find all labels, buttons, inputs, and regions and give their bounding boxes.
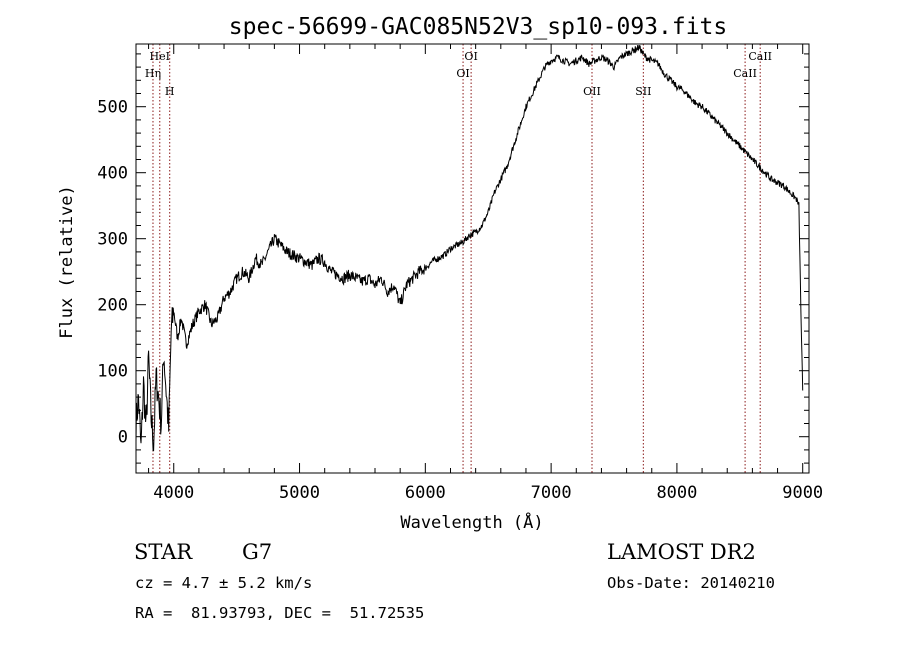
chart-title: spec-56699-GAC085N52V3_sp10-093.fits [229, 14, 728, 40]
x-tick-label: 6000 [405, 483, 446, 503]
y-tick-label: 400 [97, 164, 128, 184]
x-tick-label: 9000 [782, 483, 823, 503]
y-axis-label: Flux (relative) [57, 185, 77, 339]
survey-name: LAMOST DR2 [607, 540, 756, 564]
x-axis-ticks: 4000 5000 6000 7000 8000 9000 [148, 44, 823, 503]
spectral-line-label: OI [464, 50, 477, 63]
redshift-cz: cz = 4.7 ± 5.2 km/s [135, 574, 313, 592]
y-axis-ticks: 0 100 200 300 400 500 [97, 53, 809, 464]
x-axis-label: Wavelength (Å) [400, 511, 543, 533]
spectral-line-label: HeI [150, 50, 170, 63]
spectral-line-label: CaII [748, 50, 772, 63]
spectral-line-label: SII [635, 85, 651, 98]
x-tick-label: 7000 [531, 483, 572, 503]
y-tick-label: 500 [97, 98, 128, 118]
spectral-line-label: CaII [733, 67, 757, 80]
spectral-line-label: Hη [145, 67, 161, 80]
object-class: STAR [134, 540, 193, 564]
y-tick-label: 100 [97, 362, 128, 382]
x-tick-label: 8000 [656, 483, 697, 503]
plot-frame [135, 43, 810, 474]
spectral-line-label: H [165, 85, 175, 98]
spectral-line-label: OII [583, 85, 601, 98]
spectrum-series-line [135, 45, 804, 452]
y-tick-label: 0 [118, 428, 128, 448]
y-tick-label: 300 [97, 230, 128, 250]
x-tick-label: 5000 [279, 483, 320, 503]
spectral-line-markers: HeI Hη H OI OI OII SII CaII CaII [145, 44, 772, 473]
coordinates: RA = 81.93793, DEC = 51.72535 [135, 604, 425, 622]
x-tick-label: 4000 [153, 483, 194, 503]
object-subclass: G7 [242, 540, 273, 564]
spectral-line-label: OI [456, 67, 469, 80]
observation-date: Obs-Date: 20140210 [607, 574, 775, 592]
y-tick-label: 200 [97, 296, 128, 316]
